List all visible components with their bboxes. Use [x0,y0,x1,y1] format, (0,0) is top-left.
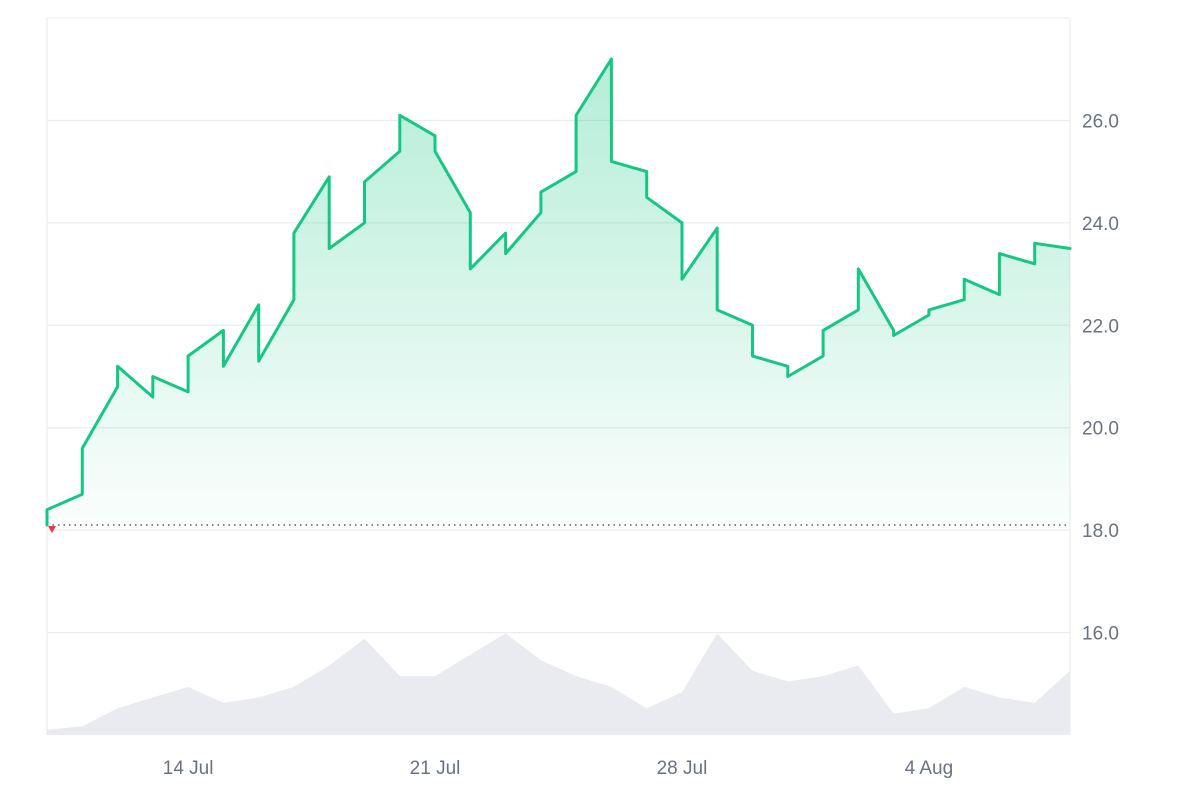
y-tick-label: 26.0 [1082,111,1119,132]
x-tick-label: 21 Jul [410,758,461,779]
start-marker [48,526,56,534]
y-tick-label: 18.0 [1082,521,1119,542]
price-area [47,59,1070,526]
y-axis-ticks: 16.0 18.0 20.0 22.0 24.0 26.0 [1082,111,1119,644]
volume-area-shape [47,633,1070,735]
y-tick-label: 22.0 [1082,316,1119,337]
x-tick-label: 28 Jul [657,758,708,779]
y-tick-label: 20.0 [1082,419,1119,440]
x-tick-label: 4 Aug [905,758,954,779]
x-axis-ticks: 14 Jul 21 Jul 28 Jul 4 Aug [163,758,953,779]
price-line [45,57,1072,527]
x-tick-label: 14 Jul [163,758,214,779]
volume-area [47,633,1070,735]
y-tick-label: 16.0 [1082,624,1119,645]
y-tick-label: 24.0 [1082,214,1119,235]
start-marker-triangle [48,526,56,534]
price-line-path [45,57,1072,527]
price-area-fill [47,59,1070,526]
